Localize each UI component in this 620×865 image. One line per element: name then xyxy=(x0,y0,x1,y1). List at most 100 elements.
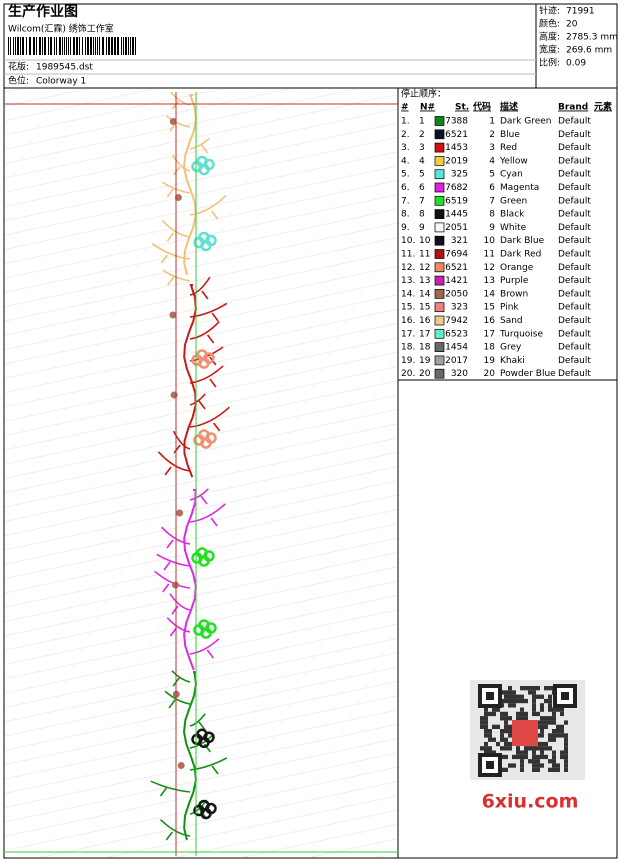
qr-cell xyxy=(516,754,520,760)
qr-cell xyxy=(488,729,492,734)
column-header: 描述 xyxy=(500,101,518,113)
flower xyxy=(191,160,203,173)
bar xyxy=(17,37,19,55)
stitches: 323 xyxy=(451,303,468,313)
qr-cell xyxy=(508,698,512,704)
bar xyxy=(87,37,89,55)
qr-cell xyxy=(552,733,556,738)
needle: 16 xyxy=(419,316,431,326)
qr-finder xyxy=(486,692,494,700)
qr-cell xyxy=(548,759,552,764)
design-preview xyxy=(150,91,230,841)
qr-cell xyxy=(548,737,552,742)
qr-cell xyxy=(548,707,552,712)
qr-cell xyxy=(540,750,544,755)
qr-cell xyxy=(500,729,504,734)
needle: 20 xyxy=(419,369,431,379)
qr-cell xyxy=(552,707,556,712)
qr-cell xyxy=(536,767,540,772)
qr-cell xyxy=(544,754,548,760)
brand: Default xyxy=(558,156,591,166)
brand: Default xyxy=(558,117,591,127)
barcode xyxy=(8,37,136,55)
qr-cell xyxy=(540,754,544,760)
bar xyxy=(10,37,11,55)
qr-watermark: 6xiu.com xyxy=(470,680,585,813)
color-swatch xyxy=(434,289,445,299)
flower xyxy=(191,733,203,746)
bar xyxy=(33,37,35,55)
description: Cyan xyxy=(500,170,523,180)
needle: 18 xyxy=(419,343,431,353)
code: 20 xyxy=(484,369,496,379)
color-swatch xyxy=(434,169,445,180)
code: 19 xyxy=(484,356,496,366)
needle: 5 xyxy=(419,170,425,180)
brand: Default xyxy=(558,143,591,153)
stitches: 2017 xyxy=(445,356,468,366)
row-index: 4. xyxy=(401,156,410,166)
stitches: 1453 xyxy=(445,143,468,153)
code: 17 xyxy=(484,329,495,339)
qr-cell xyxy=(548,698,552,704)
bar xyxy=(29,37,31,55)
bud xyxy=(169,118,177,125)
bar xyxy=(56,37,57,55)
qr-cell xyxy=(484,720,488,725)
color-swatch xyxy=(434,342,445,352)
qr-cell xyxy=(552,716,556,721)
bar xyxy=(26,37,27,55)
bar xyxy=(13,37,14,55)
qr-cell xyxy=(556,729,560,734)
stat-label: 颜色: xyxy=(539,18,560,30)
bar xyxy=(62,37,63,55)
qr-cell xyxy=(540,741,544,747)
color-swatch xyxy=(434,262,445,273)
code: 10 xyxy=(484,236,496,246)
qr-logo xyxy=(512,720,538,746)
qr-cell xyxy=(540,720,544,725)
qr-cell xyxy=(524,686,528,691)
bar xyxy=(99,37,100,55)
flower xyxy=(193,434,205,446)
stitches: 325 xyxy=(451,170,468,180)
needle: 4 xyxy=(419,156,425,166)
qr-cell xyxy=(540,763,544,768)
qr-cell xyxy=(520,716,524,721)
qr-cell xyxy=(520,763,524,768)
code: 6 xyxy=(489,183,495,193)
stitches: 7388 xyxy=(445,117,468,127)
qr-cell xyxy=(524,750,528,755)
qr-cell xyxy=(520,711,524,717)
qr-cell xyxy=(504,694,508,699)
bar xyxy=(44,37,46,55)
row-index: 10. xyxy=(401,236,415,246)
brand: Default xyxy=(558,343,591,353)
vine-branch xyxy=(169,593,191,615)
watermark: 6xiu.com xyxy=(482,791,579,813)
stat-label: 针迹: xyxy=(539,5,560,17)
qr-cell xyxy=(516,711,520,717)
code: 16 xyxy=(484,316,496,326)
bar xyxy=(8,37,9,55)
bar xyxy=(42,37,43,55)
qr-cell xyxy=(492,724,496,729)
qr-cell xyxy=(532,711,536,717)
qr-cell xyxy=(504,754,508,760)
colorway: Colorway 1 xyxy=(36,77,86,87)
bar xyxy=(102,37,104,55)
color-swatch xyxy=(434,182,445,193)
bar xyxy=(135,37,136,55)
qr-cell xyxy=(552,729,556,734)
stat-value: 20 xyxy=(566,20,578,30)
qr-cell xyxy=(552,754,556,760)
qr-cell xyxy=(556,767,560,772)
qr-cell xyxy=(536,754,540,760)
brand: Default xyxy=(558,223,591,233)
column-header: 代码 xyxy=(472,101,491,113)
qr-cell xyxy=(552,750,556,755)
row-index: 20. xyxy=(401,369,415,379)
qr-cell xyxy=(504,737,508,742)
qr-cell xyxy=(552,759,556,764)
